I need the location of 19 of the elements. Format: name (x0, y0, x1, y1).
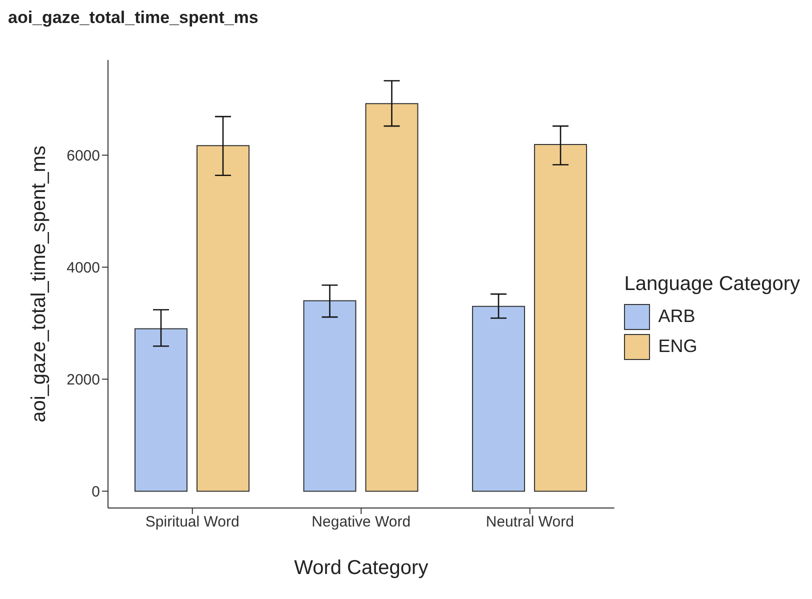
x-tick-label: Negative Word (312, 514, 411, 531)
y-tick-label: 0 (92, 484, 100, 501)
x-tick-label: Spiritual Word (145, 514, 240, 531)
x-axis-title: Word Category (294, 557, 428, 579)
bar (134, 328, 188, 492)
bar (472, 306, 526, 492)
bar (303, 300, 356, 492)
bar (534, 144, 588, 492)
y-tick-label: 6000 (66, 148, 100, 165)
legend-label: ENG (658, 336, 698, 357)
chart-title: aoi_gaze_total_time_spent_ms (8, 8, 260, 29)
x-tick-label: Neutral Word (486, 514, 574, 531)
legend-label: ARB (658, 306, 696, 327)
y-axis-title: aoi_gaze_total_time_spent_ms (28, 146, 50, 422)
y-tick-label: 4000 (66, 260, 100, 277)
y-tick-label: 2000 (66, 372, 100, 389)
bar (196, 145, 250, 492)
bar (365, 103, 418, 492)
legend-title: Language Category (624, 272, 800, 296)
